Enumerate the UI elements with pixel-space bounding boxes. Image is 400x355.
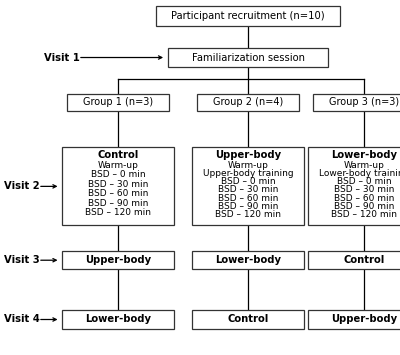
- FancyBboxPatch shape: [67, 94, 169, 111]
- Text: Visit 3: Visit 3: [4, 255, 40, 265]
- Text: Upper-body: Upper-body: [331, 315, 397, 324]
- Text: BSD – 30 min: BSD – 30 min: [218, 185, 278, 195]
- FancyBboxPatch shape: [168, 48, 328, 67]
- Text: BSD – 120 min: BSD – 120 min: [215, 210, 281, 219]
- Text: BSD – 30 min: BSD – 30 min: [334, 185, 394, 195]
- Text: BSD – 60 min: BSD – 60 min: [88, 189, 148, 198]
- FancyBboxPatch shape: [308, 310, 400, 329]
- Text: Lower-body: Lower-body: [85, 315, 151, 324]
- Text: BSD – 60 min: BSD – 60 min: [218, 193, 278, 203]
- Text: BSD – 0 min: BSD – 0 min: [337, 177, 391, 186]
- Text: Visit 2: Visit 2: [4, 181, 40, 191]
- Text: Warm-up: Warm-up: [344, 160, 384, 170]
- FancyBboxPatch shape: [62, 251, 174, 269]
- FancyBboxPatch shape: [313, 94, 400, 111]
- Text: BSD – 90 min: BSD – 90 min: [218, 202, 278, 211]
- Text: Lower-body: Lower-body: [215, 255, 281, 265]
- Text: Group 1 (n=3): Group 1 (n=3): [83, 97, 153, 107]
- Text: Upper-body training: Upper-body training: [203, 169, 293, 178]
- Text: Lower-body: Lower-body: [331, 150, 397, 160]
- Text: Participant recruitment (n=10): Participant recruitment (n=10): [171, 11, 325, 21]
- FancyBboxPatch shape: [192, 310, 304, 329]
- FancyBboxPatch shape: [308, 147, 400, 225]
- Text: BSD – 90 min: BSD – 90 min: [334, 202, 394, 211]
- FancyBboxPatch shape: [62, 147, 174, 225]
- Text: Visit 4: Visit 4: [4, 315, 40, 324]
- Text: Warm-up: Warm-up: [228, 160, 268, 170]
- FancyBboxPatch shape: [308, 251, 400, 269]
- Text: Visit 1: Visit 1: [44, 53, 80, 62]
- Text: Control: Control: [227, 315, 269, 324]
- Text: BSD – 0 min: BSD – 0 min: [221, 177, 275, 186]
- Text: Group 2 (n=4): Group 2 (n=4): [213, 97, 283, 107]
- Text: Warm-up: Warm-up: [98, 160, 138, 170]
- Text: BSD – 120 min: BSD – 120 min: [85, 208, 151, 218]
- FancyBboxPatch shape: [62, 310, 174, 329]
- FancyBboxPatch shape: [156, 6, 340, 26]
- Text: Group 3 (n=3): Group 3 (n=3): [329, 97, 399, 107]
- Text: Control: Control: [343, 255, 385, 265]
- Text: Upper-body: Upper-body: [215, 150, 281, 160]
- Text: Upper-body: Upper-body: [85, 255, 151, 265]
- Text: Control: Control: [97, 150, 139, 160]
- Text: Lower-body training: Lower-body training: [319, 169, 400, 178]
- Text: BSD – 30 min: BSD – 30 min: [88, 180, 148, 189]
- Text: BSD – 90 min: BSD – 90 min: [88, 199, 148, 208]
- FancyBboxPatch shape: [192, 147, 304, 225]
- FancyBboxPatch shape: [197, 94, 299, 111]
- Text: Familiarization session: Familiarization session: [192, 53, 304, 62]
- Text: BSD – 0 min: BSD – 0 min: [91, 170, 145, 179]
- Text: BSD – 120 min: BSD – 120 min: [331, 210, 397, 219]
- FancyBboxPatch shape: [192, 251, 304, 269]
- Text: BSD – 60 min: BSD – 60 min: [334, 193, 394, 203]
